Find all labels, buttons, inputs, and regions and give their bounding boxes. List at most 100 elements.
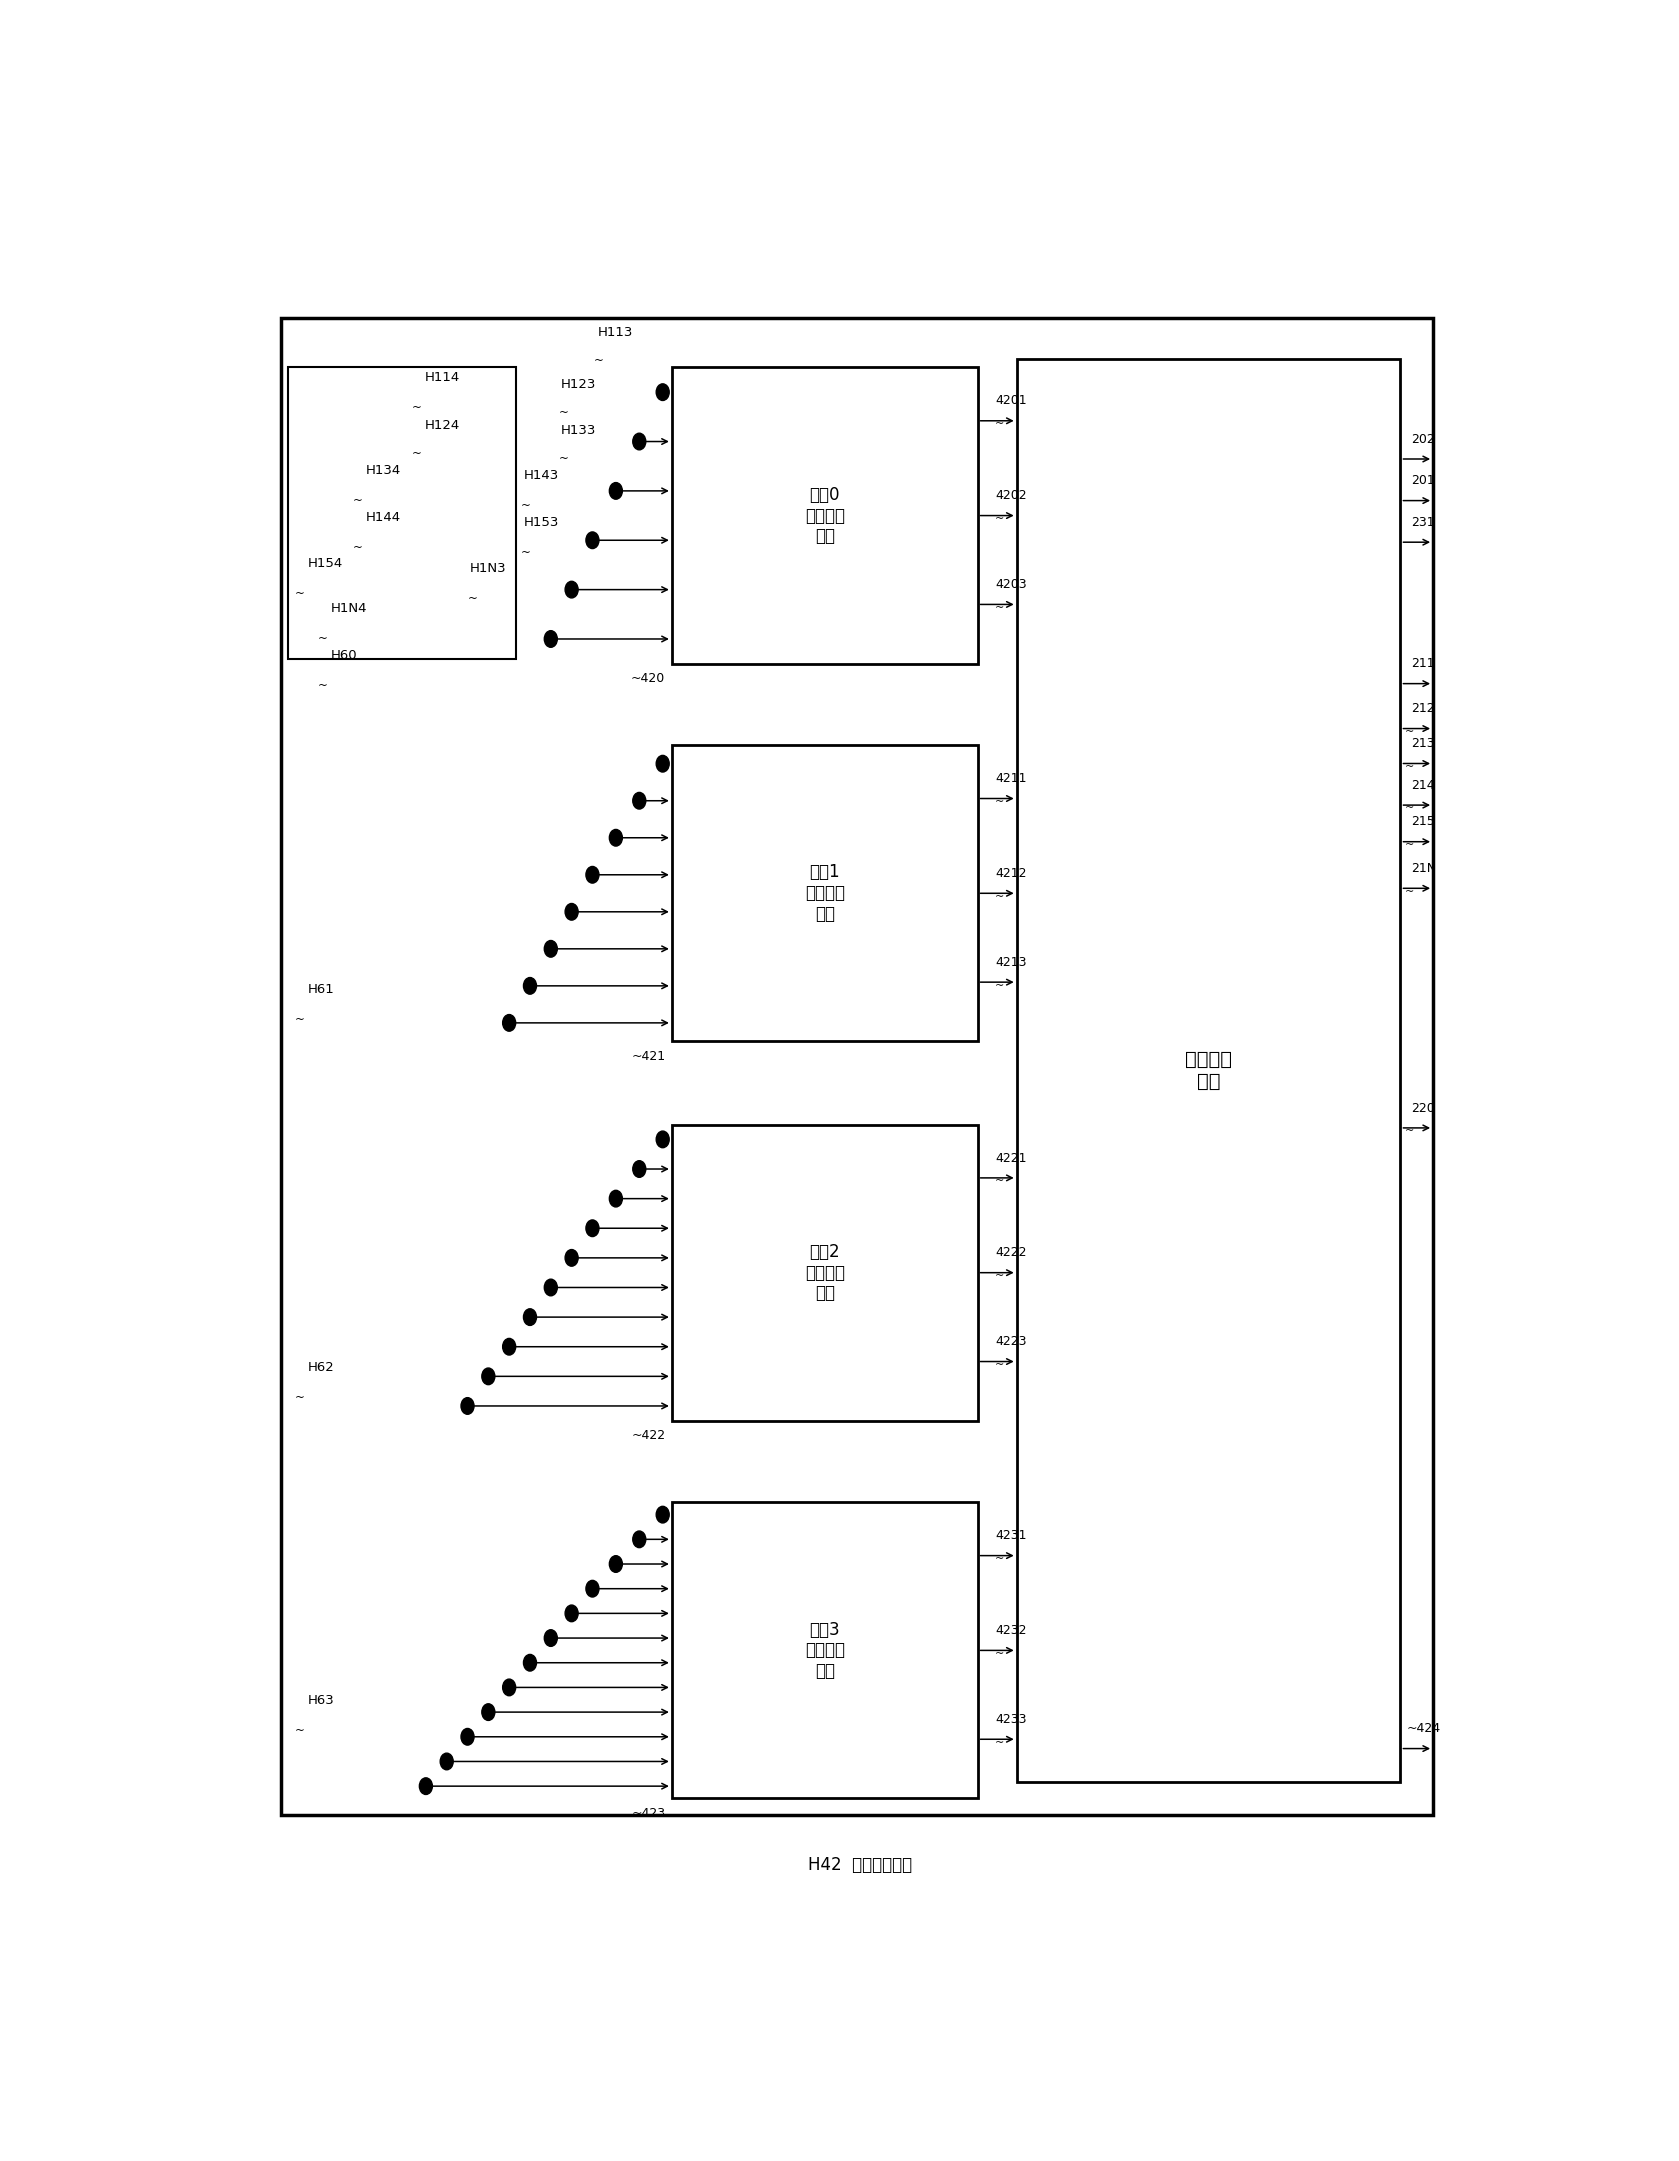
Bar: [672, 1502, 977, 1798]
Circle shape: [462, 1729, 473, 1746]
Text: ~: ~: [294, 1724, 304, 1737]
Text: H124: H124: [425, 419, 460, 432]
Text: ~423: ~423: [631, 1807, 665, 1820]
Text: ~: ~: [1404, 804, 1414, 813]
Text: ~: ~: [1404, 841, 1414, 849]
Circle shape: [609, 1191, 623, 1208]
Circle shape: [633, 793, 646, 808]
Text: 4212: 4212: [996, 867, 1026, 880]
Text: ~: ~: [411, 447, 421, 460]
Text: 4202: 4202: [996, 488, 1028, 501]
Circle shape: [544, 1279, 557, 1297]
Circle shape: [586, 532, 599, 549]
Text: H42  仲裁电路部件: H42 仲裁电路部件: [808, 1856, 913, 1874]
Circle shape: [502, 1679, 515, 1696]
Bar: [289, 367, 515, 659]
Text: ~: ~: [996, 892, 1004, 901]
Circle shape: [544, 631, 557, 648]
Text: 4203: 4203: [996, 579, 1028, 592]
Text: 基站3
完成检测
部件: 基站3 完成检测 部件: [804, 1621, 845, 1681]
Text: 基站0
完成检测
部件: 基站0 完成检测 部件: [804, 486, 845, 545]
Circle shape: [586, 867, 599, 884]
Text: ~: ~: [996, 981, 1004, 990]
Circle shape: [566, 581, 578, 599]
Text: ~: ~: [996, 1271, 1004, 1281]
Text: H144: H144: [366, 510, 401, 523]
Text: 4211: 4211: [996, 771, 1026, 784]
Text: 4232: 4232: [996, 1625, 1026, 1638]
Text: H114: H114: [425, 372, 460, 385]
Text: 211: 211: [1410, 657, 1434, 670]
Text: H60: H60: [331, 648, 358, 661]
Text: ~: ~: [294, 588, 304, 601]
Text: 202: 202: [1410, 432, 1434, 445]
Text: ~: ~: [317, 631, 327, 644]
Text: ~: ~: [594, 354, 604, 367]
Text: 220: 220: [1410, 1102, 1434, 1115]
Circle shape: [656, 1506, 670, 1524]
Text: ~: ~: [411, 400, 421, 413]
Text: 4201: 4201: [996, 395, 1028, 408]
Text: ~: ~: [996, 514, 1004, 523]
Circle shape: [656, 1130, 670, 1147]
Circle shape: [544, 940, 557, 957]
Text: H62: H62: [307, 1361, 334, 1374]
Circle shape: [566, 1606, 578, 1621]
Text: 4222: 4222: [996, 1247, 1026, 1260]
Text: ~: ~: [996, 1359, 1004, 1370]
Circle shape: [566, 1249, 578, 1266]
Text: 基站2
完成检测
部件: 基站2 完成检测 部件: [804, 1243, 845, 1303]
Text: ~: ~: [1404, 1126, 1414, 1137]
Text: ~: ~: [294, 1392, 304, 1405]
Text: 201: 201: [1410, 473, 1434, 486]
Text: 4233: 4233: [996, 1714, 1026, 1727]
Text: ~: ~: [996, 1554, 1004, 1565]
Text: H1N3: H1N3: [470, 562, 507, 575]
Circle shape: [524, 977, 537, 994]
Circle shape: [609, 1556, 623, 1573]
Circle shape: [609, 482, 623, 499]
Text: H153: H153: [524, 516, 559, 529]
Circle shape: [566, 903, 578, 921]
Circle shape: [524, 1655, 537, 1670]
Text: H113: H113: [598, 326, 633, 339]
Circle shape: [420, 1779, 433, 1794]
Bar: [282, 318, 1434, 1815]
Text: 4231: 4231: [996, 1530, 1026, 1543]
Circle shape: [633, 1160, 646, 1178]
Text: ~: ~: [1404, 886, 1414, 897]
Text: ~: ~: [996, 1176, 1004, 1186]
Text: H154: H154: [307, 558, 343, 571]
Text: 212: 212: [1410, 702, 1434, 715]
Text: 基站1
完成检测
部件: 基站1 完成检测 部件: [804, 864, 845, 923]
Text: ~: ~: [996, 797, 1004, 806]
Text: ~: ~: [996, 1649, 1004, 1660]
Circle shape: [586, 1580, 599, 1597]
Circle shape: [633, 1530, 646, 1547]
Text: H1N4: H1N4: [331, 603, 368, 616]
Text: ~: ~: [996, 1737, 1004, 1748]
Text: ~: ~: [520, 499, 531, 512]
Circle shape: [502, 1014, 515, 1031]
Bar: [672, 367, 977, 663]
Text: ~: ~: [996, 419, 1004, 430]
Bar: [672, 1124, 977, 1420]
Text: 214: 214: [1410, 778, 1434, 791]
Text: ~422: ~422: [631, 1428, 665, 1441]
Text: ~: ~: [467, 592, 477, 605]
Circle shape: [609, 830, 623, 847]
Text: 215: 215: [1410, 815, 1434, 828]
Text: 4221: 4221: [996, 1152, 1026, 1165]
Circle shape: [656, 756, 670, 771]
Circle shape: [586, 1221, 599, 1236]
Bar: [672, 746, 977, 1042]
Bar: [1017, 359, 1400, 1783]
Text: ~424: ~424: [1407, 1722, 1441, 1735]
Text: ~: ~: [1404, 763, 1414, 771]
Text: ~: ~: [996, 603, 1004, 614]
Circle shape: [544, 1629, 557, 1647]
Circle shape: [482, 1368, 495, 1385]
Text: ~: ~: [520, 545, 531, 558]
Text: ~: ~: [559, 452, 569, 465]
Text: H61: H61: [307, 983, 334, 996]
